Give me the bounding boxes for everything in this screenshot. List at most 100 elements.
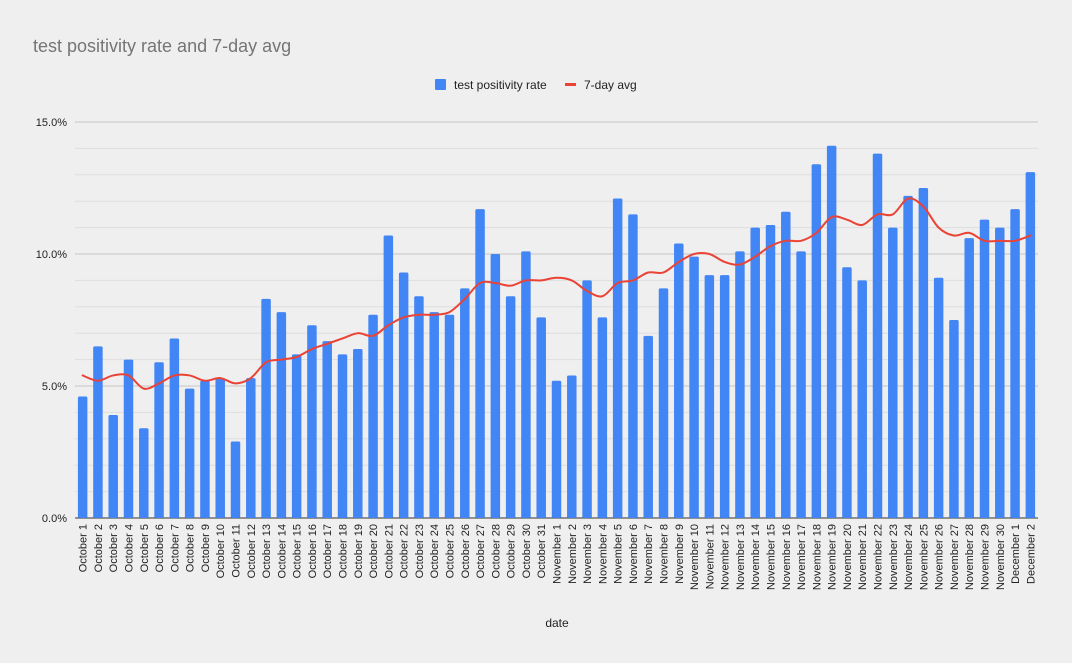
bar[interactable] [93, 346, 103, 518]
bar[interactable] [383, 235, 394, 518]
bar[interactable] [230, 441, 241, 518]
bar[interactable] [200, 380, 210, 518]
bar[interactable] [322, 341, 332, 518]
x-tick-label: November 1 [552, 524, 564, 584]
legend-label-7-day-avg: 7-day avg [584, 78, 637, 92]
bar[interactable] [505, 296, 516, 518]
bar[interactable] [612, 198, 623, 518]
bar[interactable] [215, 378, 225, 518]
bar[interactable] [567, 375, 577, 518]
x-tick-label: November 23 [888, 524, 900, 590]
x-tick-label: December 1 [1010, 524, 1022, 584]
bar[interactable] [735, 251, 745, 519]
bar[interactable] [123, 359, 134, 518]
x-tick-label: October 26 [460, 524, 472, 578]
bar-series [77, 145, 1036, 519]
bar[interactable] [551, 380, 562, 518]
bar[interactable] [139, 428, 149, 518]
x-tick-label: November 4 [597, 524, 609, 584]
bar[interactable] [582, 280, 592, 518]
bar[interactable] [475, 209, 485, 518]
x-axis-ticks: October 1 October 2 October 3 October 4 Octo… [78, 524, 1038, 590]
bar[interactable] [995, 227, 1005, 518]
bar[interactable] [460, 288, 470, 518]
bar[interactable] [536, 317, 546, 518]
x-tick-label: November 22 [873, 524, 885, 590]
x-tick-label: November 7 [643, 524, 655, 584]
bar[interactable] [689, 256, 699, 518]
bar[interactable] [246, 378, 256, 518]
bar[interactable] [184, 388, 195, 518]
y-tick-label: 10.0% [36, 249, 67, 261]
bar[interactable] [108, 415, 118, 518]
x-tick-label: October 16 [307, 524, 319, 578]
bar[interactable] [811, 164, 822, 519]
series-line-7-day-avg[interactable] [81, 197, 1032, 390]
bar[interactable] [964, 238, 974, 518]
x-tick-label: November 10 [689, 524, 701, 590]
bar[interactable] [77, 396, 88, 518]
bar[interactable] [169, 338, 180, 518]
bar[interactable] [674, 243, 684, 518]
bar[interactable] [261, 298, 271, 518]
bar[interactable] [781, 211, 791, 518]
x-tick-label: October 9 [200, 524, 212, 572]
bar[interactable] [597, 317, 608, 518]
bar[interactable] [368, 314, 378, 518]
bar[interactable] [658, 288, 669, 518]
bar[interactable] [628, 214, 638, 518]
bar[interactable] [765, 224, 776, 518]
bar[interactable] [796, 251, 806, 519]
bar[interactable] [1025, 172, 1036, 518]
x-tick-label: November 16 [781, 524, 793, 590]
x-tick-label: November 5 [613, 524, 625, 584]
bar[interactable] [842, 267, 852, 518]
bar[interactable] [521, 251, 531, 519]
bar[interactable] [276, 312, 287, 518]
x-tick-label: October 3 [108, 524, 120, 572]
bar[interactable] [826, 145, 837, 518]
x-tick-label: October 12 [246, 524, 258, 578]
bar[interactable] [933, 277, 944, 518]
bar[interactable] [291, 354, 302, 518]
bar[interactable] [444, 314, 455, 518]
bar[interactable] [918, 188, 929, 518]
bar[interactable] [750, 227, 760, 518]
bar[interactable] [719, 275, 730, 518]
bar[interactable] [857, 280, 867, 518]
bar[interactable] [398, 272, 409, 518]
bar[interactable] [307, 325, 317, 518]
bar[interactable] [337, 354, 348, 518]
x-tick-label: November 13 [735, 524, 747, 590]
x-tick-label: October 10 [215, 524, 227, 578]
bar[interactable] [154, 362, 164, 518]
bar[interactable] [949, 320, 959, 518]
bar[interactable] [1010, 209, 1020, 518]
legend-item-bar[interactable]: test positivity rate [435, 78, 547, 92]
bar[interactable] [353, 349, 363, 518]
x-tick-label: October 31 [536, 524, 548, 578]
bar[interactable] [903, 195, 913, 519]
legend-swatch-positivity-rate [435, 79, 446, 90]
bar[interactable] [490, 254, 501, 518]
bar[interactable] [643, 335, 653, 518]
bar[interactable] [872, 153, 883, 518]
bar[interactable] [979, 219, 990, 518]
legend-item-line[interactable]: 7-day avg [565, 78, 637, 92]
bar[interactable] [414, 296, 424, 518]
x-tick-label: October 20 [368, 524, 380, 578]
x-tick-label: November 20 [842, 524, 854, 590]
y-axis-ticks: 0.0% 5.0% 10.0% 15.0% [36, 117, 67, 525]
bar[interactable] [704, 275, 715, 518]
chart-title: test positivity rate and 7-day avg [33, 36, 291, 56]
x-tick-label: October 22 [399, 524, 411, 578]
bar[interactable] [888, 227, 898, 518]
x-tick-label: November 12 [720, 524, 732, 590]
bar[interactable] [429, 312, 439, 518]
x-tick-label: November 9 [674, 524, 686, 584]
x-tick-label: November 14 [750, 524, 762, 590]
x-tick-label: November 15 [766, 524, 778, 590]
x-tick-label: November 21 [857, 524, 869, 590]
x-tick-label: November 3 [582, 524, 594, 584]
